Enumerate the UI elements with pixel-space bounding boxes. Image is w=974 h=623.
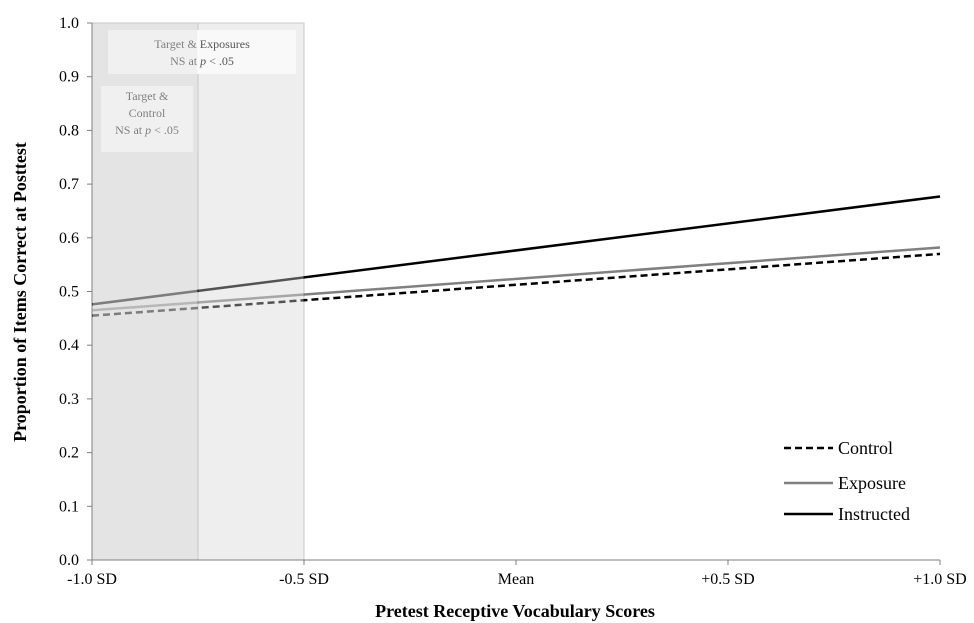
y-tick-label: 0.9 — [59, 69, 79, 86]
x-tick-label: -0.5 SD — [279, 571, 329, 588]
y-tick-label: 0.1 — [59, 498, 79, 515]
y-tick-label: 1.0 — [59, 15, 79, 32]
y-tick-label: 0.7 — [59, 176, 79, 193]
region-overlay — [198, 24, 304, 559]
region-overlay — [92, 24, 198, 559]
legend-label-instructed: Instructed — [838, 504, 910, 524]
y-tick-label: 0.2 — [59, 445, 79, 462]
y-tick-label: 0.6 — [59, 230, 79, 247]
axes: 0.0 0.1 0.2 0.3 0.4 0.5 0.6 0.7 0.8 0.9 1.0 -1.0 SD… — [59, 15, 967, 588]
y-tick-label: 0.3 — [59, 391, 79, 408]
y-tick-label: 0.4 — [59, 337, 79, 354]
series-line-instructed — [91, 195, 941, 306]
x-tick-label: +1.0 SD — [913, 571, 966, 588]
legend-label-exposure: Exposure — [838, 473, 906, 493]
y-tick-label: 0.0 — [59, 552, 79, 569]
legend-label-control: Control — [838, 438, 893, 458]
y-axis-title: Proportion of Items Correct at Posttest — [10, 142, 30, 442]
shaded-region-2 — [197, 22, 305, 561]
x-tick-label: Mean — [498, 571, 534, 588]
x-tick-label: -1.0 SD — [67, 571, 117, 588]
legend: Control Exposure Instructed — [784, 438, 910, 524]
y-tick-label: 0.5 — [59, 284, 79, 301]
series-line-exposure — [91, 246, 941, 312]
x-tick-label: +0.5 SD — [701, 571, 754, 588]
series-lines — [91, 24, 941, 559]
x-axis-title: Pretest Receptive Vocabulary Scores — [375, 601, 655, 621]
series-line-control — [91, 252, 941, 317]
y-tick-label: 0.8 — [59, 122, 79, 139]
